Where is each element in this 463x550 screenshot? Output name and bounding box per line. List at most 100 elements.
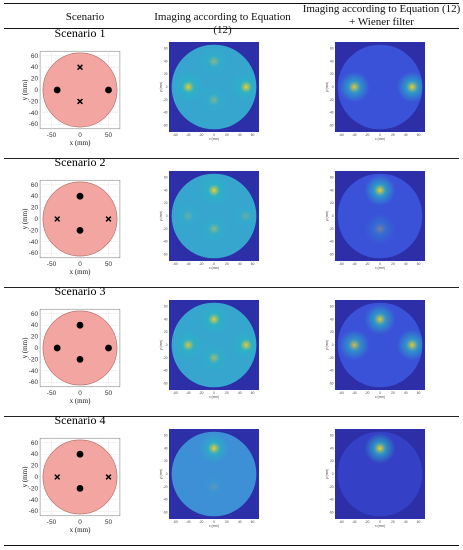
target-dot: [76, 356, 84, 363]
map-x-tick-label: -40: [352, 391, 357, 395]
x-tick-label: 50: [105, 519, 113, 526]
intensity-spot: [364, 174, 396, 206]
map-y-tick-label: -40: [163, 369, 168, 373]
y-tick-label: 0: [34, 474, 38, 481]
map-y-tick-label: -60: [163, 124, 168, 128]
map-y-tick-label: -20: [329, 98, 334, 102]
map-y-tick-label: 60: [330, 433, 334, 437]
map-x-tick-label: 40: [404, 391, 408, 395]
map-y-tick-label: -20: [329, 356, 334, 360]
table-bottom-rule: [4, 545, 459, 546]
x-tick-label: 50: [105, 390, 113, 397]
y-tick-label: 0: [34, 216, 38, 223]
y-tick-label: 20: [31, 76, 39, 83]
map-y-tick-label: -40: [329, 369, 334, 373]
x-tick-label: -50: [47, 261, 57, 268]
map-y-tick-label: 60: [164, 304, 168, 308]
target-cross: [105, 216, 112, 222]
map-x-tick-label: 0: [213, 391, 215, 395]
map-x-tick-label: 60: [417, 520, 421, 524]
row-separator: [4, 158, 459, 159]
intensity-spot: [364, 303, 396, 335]
x-axis-label: x (mm): [70, 268, 91, 276]
y-tick-label: -20: [29, 485, 39, 492]
map-y-tick-label: -40: [163, 498, 168, 502]
scenario-diagram: -50 0 50 60 40 20 0 -20 -40 -60 x (mm) y (mm) Scenar…: [21, 155, 121, 276]
map-x-axis-label: x (mm): [209, 395, 219, 399]
intensity-spot: [364, 213, 396, 245]
map-y-tick-label: -60: [329, 253, 334, 257]
map-y-tick-label: 0: [332, 85, 334, 89]
map-x-tick-label: 20: [391, 262, 395, 266]
map-x-tick-label: 60: [251, 262, 255, 266]
map-y-tick-label: -40: [163, 111, 168, 115]
imaging-map-svg: -60 -40 -20 0 20 40 60 60 40 20 0 -20 -40 -60 x (mm) y …: [159, 300, 259, 399]
map-x-tick-label: 40: [238, 391, 242, 395]
y-tick-label: -20: [29, 356, 39, 363]
intensity-spot: [396, 329, 423, 361]
sample-disk: [42, 310, 118, 386]
y-tick-label: 20: [31, 463, 39, 470]
intensity-spot: [172, 200, 204, 232]
target-dot: [53, 86, 61, 94]
imaging-map-svg: -60 -40 -20 0 20 40 60 60 40 20 0 -20 -40 -60 x (mm) y …: [159, 429, 259, 528]
map-y-tick-label: -40: [329, 240, 334, 244]
map-x-tick-label: 60: [251, 133, 255, 137]
intensity-spot: [364, 432, 396, 464]
imaging-map: -60 -40 -20 0 20 40 60 60 40 20 0 -20 -40 -60 x (mm) y …: [159, 429, 259, 528]
scenario-title: Scenario 2: [55, 155, 106, 169]
map-x-tick-label: 0: [379, 520, 381, 524]
map-y-tick-label: 20: [330, 459, 334, 463]
target-dot: [76, 450, 84, 458]
target-dot: [76, 227, 84, 234]
map-x-tick-label: -20: [199, 391, 204, 395]
map-y-tick-label: -20: [163, 485, 168, 489]
scenario-row: -50 0 50 60 40 20 0 -20 -40 -60 x (mm) y (mm) Scenar…: [0, 26, 463, 158]
wiener-map-svg: -60 -40 -20 0 20 40 60 60 40 20 0 -20 -40 -60 x (mm) y …: [325, 300, 425, 399]
map-x-tick-label: -20: [365, 391, 370, 395]
y-axis-label: y (mm): [21, 337, 29, 358]
map-x-tick-label: 40: [238, 133, 242, 137]
y-tick-label: -60: [29, 121, 39, 128]
intensity-spot: [198, 174, 230, 206]
map-y-tick-label: 40: [164, 446, 168, 450]
map-y-axis-label: y (mm): [159, 82, 163, 92]
y-axis-label: y (mm): [21, 208, 29, 229]
y-tick-label: 40: [31, 64, 39, 71]
map-x-axis-label: x (mm): [209, 524, 219, 528]
map-y-tick-label: 60: [164, 175, 168, 179]
map-disk: [337, 431, 423, 517]
map-x-tick-label: -40: [186, 262, 191, 266]
map-x-axis-label: x (mm): [375, 395, 385, 399]
y-tick-label: 40: [31, 322, 39, 329]
map-x-tick-label: 20: [391, 133, 395, 137]
map-x-tick-label: 60: [251, 520, 255, 524]
map-x-tick-label: -20: [365, 262, 370, 266]
map-x-tick-label: -40: [352, 133, 357, 137]
intensity-spot: [396, 71, 423, 103]
target-dot: [105, 344, 112, 352]
map-x-tick-label: 0: [379, 262, 381, 266]
map-x-tick-label: 0: [379, 391, 381, 395]
scenario-row: -50 0 50 60 40 20 0 -20 -40 -60 x (mm) y (mm) Scenar…: [0, 284, 463, 416]
map-y-tick-label: 40: [330, 317, 334, 321]
scenario-diagram: -50 0 50 60 40 20 0 -20 -40 -60 x (mm) y (mm) Scenar…: [21, 413, 121, 534]
map-x-tick-label: -40: [352, 520, 357, 524]
intensity-spot: [198, 471, 230, 503]
map-x-tick-label: -60: [339, 262, 344, 266]
map-y-tick-label: 40: [164, 59, 168, 63]
map-y-axis-label: y (mm): [325, 340, 329, 350]
wiener-map-svg: -60 -40 -20 0 20 40 60 60 40 20 0 -20 -40 -60 x (mm) y …: [325, 429, 425, 528]
map-x-tick-label: -40: [186, 133, 191, 137]
map-x-tick-label: -40: [186, 520, 191, 524]
scenario-row: -50 0 50 60 40 20 0 -20 -40 -60 x (mm) y (mm) Scenar…: [0, 413, 463, 545]
map-x-tick-label: -20: [199, 133, 204, 137]
target-dot: [76, 485, 84, 492]
map-y-tick-label: 60: [164, 433, 168, 437]
map-x-axis-label: x (mm): [375, 266, 385, 270]
target-cross: [54, 216, 61, 222]
imaging-map: -60 -40 -20 0 20 40 60 60 40 20 0 -20 -40 -60 x (mm) y …: [159, 42, 259, 141]
x-tick-label: -50: [47, 519, 57, 526]
intensity-spot: [338, 329, 370, 361]
y-tick-label: 0: [34, 345, 38, 352]
